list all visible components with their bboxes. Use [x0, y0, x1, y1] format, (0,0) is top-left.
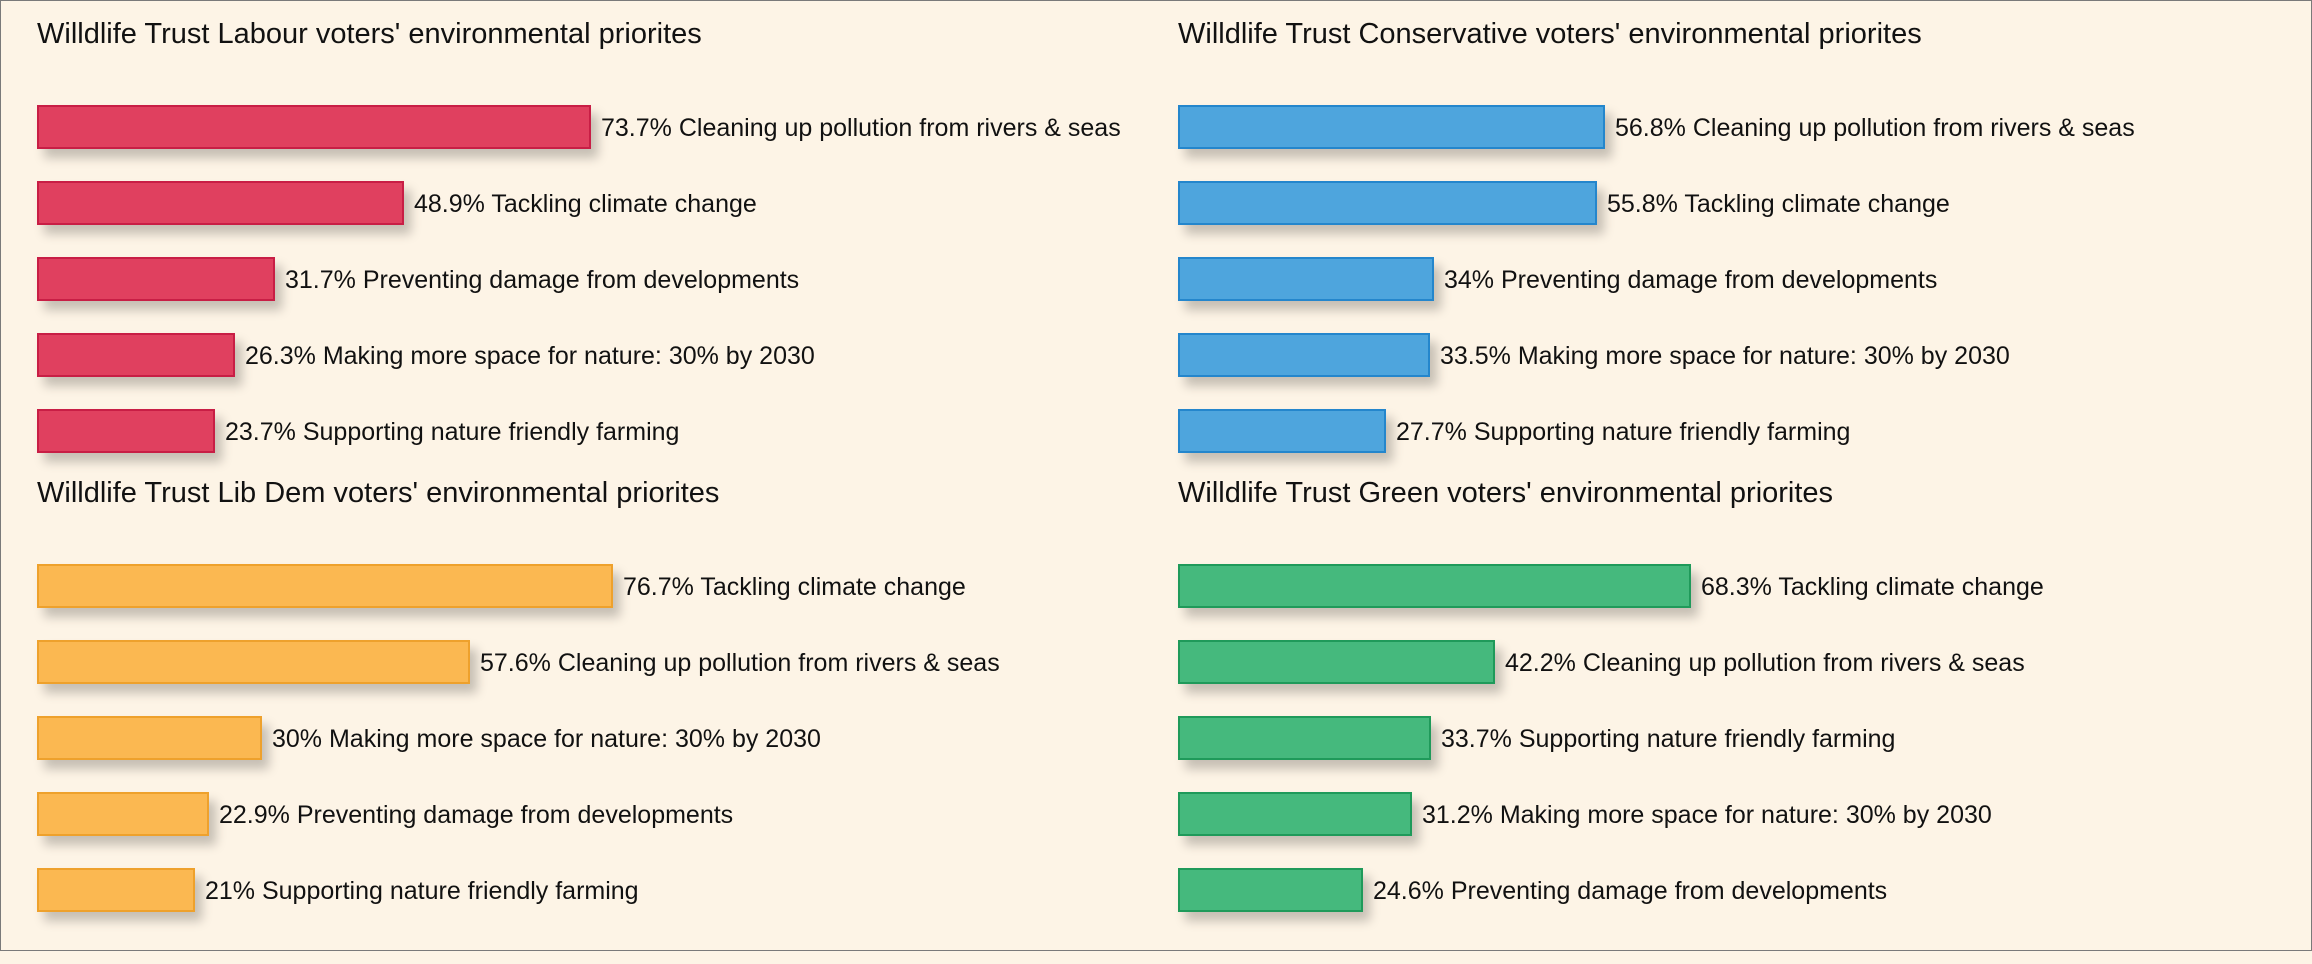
- chart-title: Willdlife Trust Lib Dem voters' environm…: [37, 477, 720, 509]
- bar-label: 24.6% Preventing damage from development…: [1373, 877, 1888, 905]
- bar-row: 30% Making more space for nature: 30% by…: [37, 716, 1157, 762]
- bar-row: 42.2% Cleaning up pollution from rivers …: [1178, 640, 2298, 686]
- bar: [37, 409, 215, 453]
- bar: [37, 716, 262, 760]
- bar-label: 31.2% Making more space for nature: 30% …: [1422, 801, 1992, 829]
- libdem-priorities-chart: Willdlife Trust Lib Dem voters' environm…: [37, 476, 1157, 936]
- bar-row: 31.2% Making more space for nature: 30% …: [1178, 792, 2298, 838]
- bar: [37, 564, 613, 608]
- bar: [37, 333, 235, 377]
- bar-label: 23.7% Supporting nature friendly farming: [225, 418, 680, 446]
- bar-label: 42.2% Cleaning up pollution from rivers …: [1505, 649, 2025, 677]
- bar: [1178, 257, 1434, 301]
- bar-row: 31.7% Preventing damage from development…: [37, 257, 1157, 303]
- bar-row: 33.7% Supporting nature friendly farming: [1178, 716, 2298, 762]
- bar-row: 21% Supporting nature friendly farming: [37, 868, 1157, 914]
- bar-row: 56.8% Cleaning up pollution from rivers …: [1178, 105, 2298, 151]
- bar: [1178, 640, 1495, 684]
- bar-label: 33.5% Making more space for nature: 30% …: [1440, 342, 2010, 370]
- bar-row: 33.5% Making more space for nature: 30% …: [1178, 333, 2298, 379]
- conservative-priorities-chart: Willdlife Trust Conservative voters' env…: [1178, 17, 2298, 477]
- bar-row: 48.9% Tackling climate change: [37, 181, 1157, 227]
- green-priorities-chart: Willdlife Trust Green voters' environmen…: [1178, 476, 2298, 936]
- bar-label: 57.6% Cleaning up pollution from rivers …: [480, 649, 1000, 677]
- bar-label: 21% Supporting nature friendly farming: [205, 877, 639, 905]
- bar-label: 56.8% Cleaning up pollution from rivers …: [1615, 114, 2135, 142]
- bar-row: 68.3% Tackling climate change: [1178, 564, 2298, 610]
- bar: [1178, 333, 1430, 377]
- bar-row: 26.3% Making more space for nature: 30% …: [37, 333, 1157, 379]
- bar-row: 24.6% Preventing damage from development…: [1178, 868, 2298, 914]
- bar: [37, 868, 195, 912]
- chart-title: Willdlife Trust Green voters' environmen…: [1178, 477, 1834, 509]
- bar: [37, 105, 591, 149]
- bar-label: 27.7% Supporting nature friendly farming: [1396, 418, 1851, 446]
- bar: [37, 257, 275, 301]
- bar-row: 27.7% Supporting nature friendly farming: [1178, 409, 2298, 455]
- bar-label: 76.7% Tackling climate change: [623, 573, 966, 601]
- chart-title: Willdlife Trust Conservative voters' env…: [1178, 18, 1922, 50]
- bar: [37, 181, 404, 225]
- bar: [37, 792, 209, 836]
- bar-label: 30% Making more space for nature: 30% by…: [272, 725, 821, 753]
- bar-label: 31.7% Preventing damage from development…: [285, 266, 800, 294]
- bar-label: 34% Preventing damage from developments: [1444, 266, 1938, 294]
- bar-row: 55.8% Tackling climate change: [1178, 181, 2298, 227]
- bar-label: 22.9% Preventing damage from development…: [219, 801, 734, 829]
- bar: [1178, 105, 1605, 149]
- bar: [1178, 716, 1431, 760]
- labour-priorities-chart: Willdlife Trust Labour voters' environme…: [37, 17, 1157, 477]
- bar-row: 76.7% Tackling climate change: [37, 564, 1157, 610]
- bar: [1178, 181, 1597, 225]
- bar-row: 23.7% Supporting nature friendly farming: [37, 409, 1157, 455]
- bar-label: 33.7% Supporting nature friendly farming: [1441, 725, 1896, 753]
- bar-row: 57.6% Cleaning up pollution from rivers …: [37, 640, 1157, 686]
- bar-label: 55.8% Tackling climate change: [1607, 190, 1950, 218]
- bar: [1178, 564, 1691, 608]
- bar: [1178, 792, 1412, 836]
- bar-label: 26.3% Making more space for nature: 30% …: [245, 342, 815, 370]
- bar: [1178, 868, 1363, 912]
- bar-row: 22.9% Preventing damage from development…: [37, 792, 1157, 838]
- bar-row: 34% Preventing damage from developments: [1178, 257, 2298, 303]
- bar: [1178, 409, 1386, 453]
- bar-label: 48.9% Tackling climate change: [414, 190, 757, 218]
- bar: [37, 640, 470, 684]
- bar-row: 73.7% Cleaning up pollution from rivers …: [37, 105, 1157, 151]
- chart-title: Willdlife Trust Labour voters' environme…: [37, 18, 702, 50]
- bar-label: 68.3% Tackling climate change: [1701, 573, 2044, 601]
- bar-label: 73.7% Cleaning up pollution from rivers …: [601, 114, 1121, 142]
